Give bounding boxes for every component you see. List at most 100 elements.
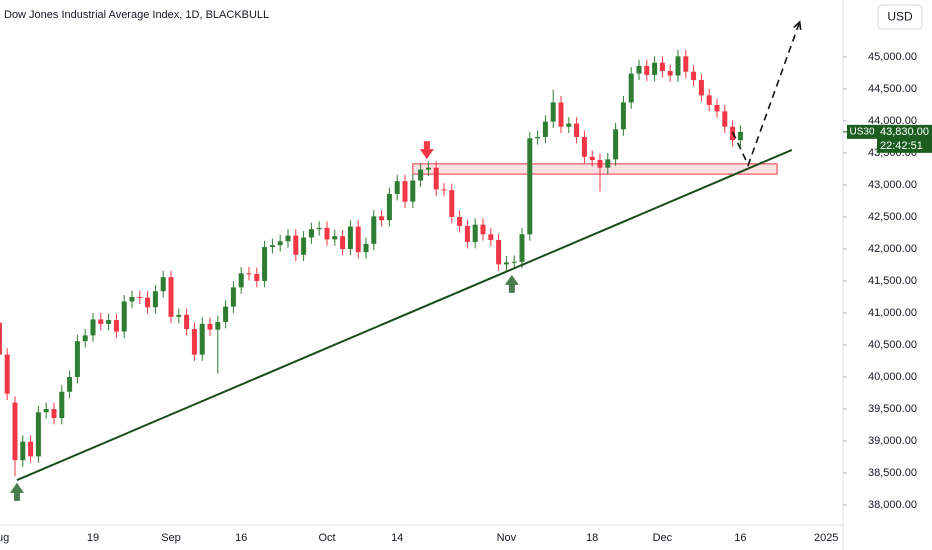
candle-body [113,320,119,332]
candle-body [535,136,541,139]
candle-body [355,226,361,253]
candle-body [301,237,307,255]
last-price-label: 43,830.00 [880,126,929,138]
candle-body [106,320,112,324]
candle-body [152,291,158,308]
candle-body [402,181,408,202]
candle-body [59,391,65,418]
candle-body [464,225,470,242]
candle-body [20,441,26,461]
candle-body [714,104,720,112]
candle-body [472,224,478,242]
candle-body [503,262,509,265]
candle-body [519,234,525,262]
candle-body [527,138,533,235]
candle-body [644,65,650,75]
candle-body [207,323,213,330]
y-tick-label: 40,500.00 [868,339,917,351]
candle-body [121,301,127,332]
x-tick-label: Sep [161,532,181,544]
candle-body [199,323,205,355]
y-tick-label: 42,000.00 [868,243,917,255]
candle-body [706,95,712,105]
candle-body [480,224,486,235]
candle-body [176,314,182,317]
y-tick-label: 41,000.00 [868,307,917,319]
candle-body [28,441,34,457]
candle-body [488,234,494,241]
countdown-label: 22:42:51 [880,140,923,152]
candle-body [613,129,619,160]
chart-title: Dow Jones Industrial Average Index, 1D, … [4,9,269,21]
candle-body [628,73,634,103]
candle-body [379,216,385,221]
candle-body [496,240,502,265]
candle-body [262,247,268,281]
candle-body [51,409,57,418]
y-tick-label: 38,000.00 [868,499,917,511]
candle-body [363,243,369,253]
candle-body [457,216,463,226]
candle-body [347,226,353,249]
candle-body [277,241,283,246]
candle-body [605,159,611,168]
x-tick-label: 18 [586,532,598,544]
candle-body [597,160,603,168]
candle-body [223,306,229,322]
candle-body [589,156,595,161]
candle-body [659,62,665,72]
candle-body [371,216,377,244]
x-tick-label: Oct [318,532,335,544]
candle-body [511,261,517,263]
candle-body [184,314,190,330]
candle-body [98,319,104,324]
y-tick-label: 43,000.00 [868,179,917,191]
x-tick-label: 19 [87,532,99,544]
candle-body [698,80,704,96]
signal-arrow [504,274,519,293]
candle-body [566,123,572,127]
price-badge [877,124,932,153]
candle-body [137,296,143,298]
candle-body [683,56,689,72]
candle-body [722,111,728,127]
candle-body [0,322,2,355]
candle-body [74,341,80,378]
candle-body [269,245,275,248]
symbol-label: US30 [849,126,874,137]
x-tick-label: Dec [653,532,673,544]
y-tick-label: 41,500.00 [868,275,917,287]
y-tick-label: 44,500.00 [868,83,917,95]
candle-body [316,227,322,230]
y-tick-label: 45,000.00 [868,51,917,63]
y-tick-label: 39,000.00 [868,435,917,447]
x-tick-label: Aug [0,532,9,544]
x-tick-label: Nov [497,532,517,544]
candle-body [542,121,548,137]
currency-button-frame[interactable] [877,4,923,30]
candle-body [667,71,673,76]
candle-body [90,319,96,336]
y-tick-label: 42,500.00 [868,211,917,223]
candle-body [238,273,244,288]
candle-body [340,236,346,249]
candle-body [550,102,556,122]
candle-body [12,402,18,461]
candle-body [324,227,330,240]
x-tick-label: 16 [734,532,746,544]
candle-body [691,71,697,81]
candle-body [230,287,236,307]
candle-body [285,235,291,242]
y-tick-label: 39,500.00 [868,403,917,415]
candle-body [386,193,392,221]
x-tick-label: 2025 [814,532,838,544]
currency-button[interactable]: USD [887,10,913,24]
candle-body [67,377,73,392]
signal-arrow [9,482,24,501]
candle-body [293,235,299,255]
candle-body [410,180,416,202]
candle-body [145,297,151,308]
candle-body [449,190,455,217]
candle-body [394,181,400,194]
